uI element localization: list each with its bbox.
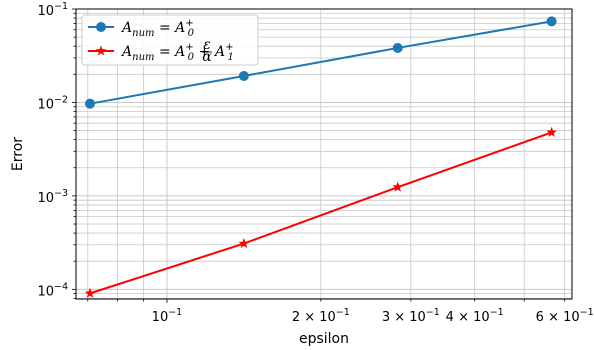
series-2-point	[392, 181, 404, 192]
y-tick-label: 10−3	[37, 188, 68, 206]
x-tick-label: 6 × 10−1	[536, 307, 594, 325]
tick-layer: 10−1 10−2 10−3 10−4 10−1 2 × 10−1 3 × 10−1 4 × …	[37, 1, 593, 325]
legend: Anum = A+ 0 Anum = A+ 0 + εα A+ 1	[81, 14, 259, 66]
x-tick-label: 3 × 10−1	[382, 307, 440, 325]
plot-frame	[75, 8, 573, 300]
series-1-point	[546, 16, 557, 27]
y-axis-label: Error	[10, 137, 26, 171]
y-tick-label: 10−1	[37, 1, 68, 19]
y-tick-label: 10−4	[37, 281, 68, 299]
legend-2-label: Anum = A+ 0 +	[120, 42, 210, 63]
x-tick-label: 10−1	[152, 307, 183, 325]
series-2-point	[238, 237, 250, 249]
legend-1-label: Anum = A+ 0	[120, 18, 195, 39]
series-1	[84, 16, 557, 109]
series-1-point	[84, 98, 95, 109]
legend-2-marker	[95, 45, 107, 56]
series-2	[84, 126, 557, 298]
x-tick-label: 4 × 10−1	[446, 307, 504, 325]
series-1-point	[392, 42, 403, 53]
x-axis-label: epsilon	[299, 331, 349, 347]
series-2-point	[84, 287, 96, 298]
legend-2-frac-den: α	[202, 49, 212, 65]
legend-2-frac-num: ε	[203, 37, 211, 53]
x-tick-label: 2 × 10−1	[292, 307, 350, 325]
y-tick-label: 10−2	[37, 94, 68, 112]
legend-box	[81, 14, 259, 66]
series-1-point	[238, 70, 249, 81]
series-2-line	[89, 131, 552, 295]
series-1-line	[89, 20, 552, 105]
legend-2-tail: A+ 1	[213, 42, 234, 63]
series-layer	[84, 16, 557, 298]
series-2-point	[546, 126, 557, 137]
legend-1-marker	[96, 22, 106, 32]
